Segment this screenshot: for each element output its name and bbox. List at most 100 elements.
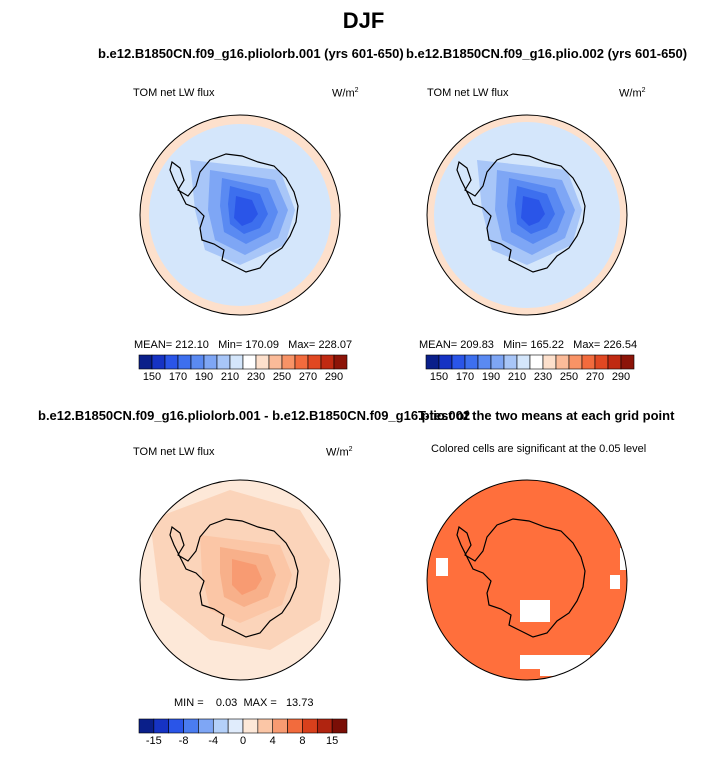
min-label: MIN = [174, 697, 204, 709]
colorbar-cell [268, 354, 283, 370]
units-label-top-left: W/m2 [332, 87, 359, 100]
colorbar-cell [464, 354, 479, 370]
units-label-bottom-left: W/m2 [326, 446, 353, 459]
mean-value: 209.83 [460, 339, 494, 351]
colorbar-cell [331, 718, 348, 734]
colorbar-tick-label: 290 [325, 371, 343, 383]
colorbar-cell [138, 718, 155, 734]
colorbar-cell [529, 354, 544, 370]
max-value: 13.73 [285, 697, 314, 709]
colorbar-cell [138, 354, 153, 370]
colorbar-tick-label: 230 [247, 371, 265, 383]
colorbar-tick-label: 210 [221, 371, 239, 383]
stats-bottom-left: MIN = 0.03 MAX = 13.73 [174, 697, 313, 709]
colorbar-cell [607, 354, 622, 370]
colorbar-cell [255, 354, 270, 370]
panel-title-bottom-right: T-test of the two means at each grid poi… [418, 408, 675, 423]
colorbar-cell [294, 354, 309, 370]
colorbar-cell [216, 354, 231, 370]
colorbar-cell [320, 354, 335, 370]
colorbar-cell [151, 354, 166, 370]
colorbar-top-left: 150 170 190 210 230 250 270 290 [138, 354, 348, 383]
colorbar-cell [153, 718, 170, 734]
colorbar-tick-label: 270 [299, 371, 317, 383]
map-panel-top-right [426, 114, 628, 316]
colorbar-tick-label: -8 [179, 735, 189, 747]
colorbar-tick-label: 150 [430, 371, 448, 383]
min-value: 165.22 [530, 339, 564, 351]
mean-label: MEAN= [419, 339, 458, 351]
colorbar-cell [212, 718, 229, 734]
variable-label-bottom-left: TOM net LW flux [133, 446, 215, 458]
colorbar-cell [307, 354, 322, 370]
colorbar-cell [229, 354, 244, 370]
colorbar-cell [227, 718, 244, 734]
stats-top-left: MEAN= 212.10 Min= 170.09 Max= 228.07 [134, 339, 352, 351]
colorbar-cell [242, 718, 259, 734]
colorbar-tick-label: 150 [143, 371, 161, 383]
colorbar-cell [190, 354, 205, 370]
map-panel-top-left [139, 114, 341, 316]
significance-note: Colored cells are significant at the 0.0… [431, 443, 647, 455]
colorbar-tick-label: 170 [456, 371, 474, 383]
map-panel-bottom-right [426, 479, 628, 681]
colorbar-cell [203, 354, 218, 370]
colorbar-tick-label: 4 [270, 735, 276, 747]
colorbar-tick-label: 170 [169, 371, 187, 383]
max-label: Max= [288, 339, 316, 351]
colorbar-tick-label: 250 [560, 371, 578, 383]
colorbar-cell [287, 718, 303, 734]
variable-label-top-right: TOM net LW flux [427, 87, 509, 99]
colorbar-tick-label: 190 [482, 371, 500, 383]
colorbar-tick-label: 0 [240, 735, 246, 747]
colorbar-cell [555, 354, 570, 370]
colorbar-tick-label: 8 [299, 735, 305, 747]
max-label: Max= [573, 339, 601, 351]
colorbar-cell [594, 354, 609, 370]
colorbar-tick-label: -15 [146, 735, 162, 747]
colorbar-cell [281, 354, 296, 370]
min-value: 0.03 [215, 697, 238, 709]
colorbar-cell [516, 354, 531, 370]
colorbar-cell [425, 354, 440, 370]
colorbar-cell [302, 718, 318, 734]
min-label: Min= [503, 339, 528, 351]
mean-value: 212.10 [175, 339, 209, 351]
colorbar-cell [490, 354, 505, 370]
colorbar-tick-label: 270 [586, 371, 604, 383]
colorbar-tick-label: -4 [208, 735, 218, 747]
map-panel-bottom-left [139, 479, 341, 681]
colorbar-cell [333, 354, 348, 370]
colorbar-cell [581, 354, 596, 370]
panel-title-top-right: b.e12.B1850CN.f09_g16.plio.002 (yrs 601-… [406, 46, 688, 61]
colorbar-tick-label: 190 [195, 371, 213, 383]
units-label-top-right: W/m2 [619, 87, 646, 100]
colorbar-cell [477, 354, 492, 370]
colorbar-tick-label: 210 [508, 371, 526, 383]
colorbar-tick-label: 230 [534, 371, 552, 383]
colorbar-top-right: 150 170 190 210 230 250 270 290 [425, 354, 635, 383]
colorbar-cell [451, 354, 466, 370]
colorbar-cell [620, 354, 635, 370]
max-value: 228.07 [318, 339, 353, 351]
colorbar-cell [183, 718, 199, 734]
colorbar-tick-label: 290 [612, 371, 630, 383]
mean-label: MEAN= [134, 339, 173, 351]
colorbar-tick-label: 250 [273, 371, 291, 383]
min-value: 170.09 [245, 339, 279, 351]
colorbar-cell [164, 354, 179, 370]
stats-top-right: MEAN= 209.83 Min= 165.22 Max= 226.54 [419, 339, 637, 351]
colorbar-cell [438, 354, 453, 370]
colorbar-cell [542, 354, 557, 370]
min-label: Min= [218, 339, 243, 351]
colorbar-cell [272, 718, 288, 734]
max-value: 226.54 [603, 339, 638, 351]
colorbar-cell [177, 354, 192, 370]
colorbar-cell [198, 718, 214, 734]
colorbar-tick-label: 15 [326, 735, 338, 747]
max-label: MAX = [243, 697, 277, 709]
colorbar-cell [168, 718, 184, 734]
panel-title-top-left: b.e12.B1850CN.f09_g16.pliolorb.001 (yrs … [98, 46, 404, 61]
colorbar-cell [568, 354, 583, 370]
